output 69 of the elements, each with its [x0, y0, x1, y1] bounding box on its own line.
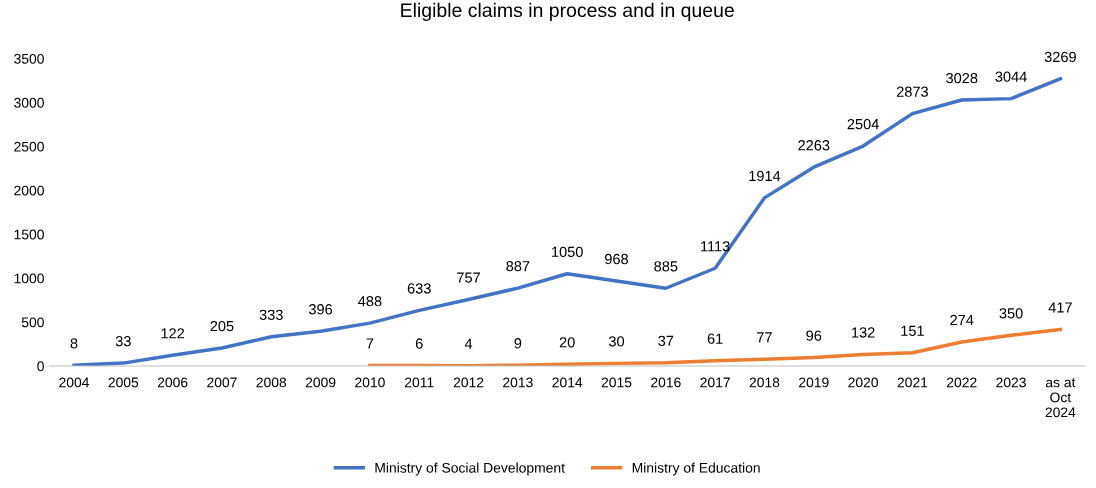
data-label: 2263 [798, 140, 830, 151]
data-label: 37 [658, 335, 674, 346]
x-tick-label: 2021 [897, 377, 928, 388]
y-tick-label: 2500 [14, 141, 44, 152]
data-label: 30 [608, 336, 625, 347]
data-label: 417 [1048, 302, 1072, 313]
x-tick-label: 2022 [946, 377, 977, 388]
x-tick-label: 2017 [700, 377, 730, 388]
x-tick-label: 2019 [799, 377, 829, 388]
y-tick-label: 2000 [14, 185, 44, 196]
data-label: 7 [366, 338, 374, 349]
x-tick-label: 2013 [503, 377, 533, 388]
y-tick-label: 500 [21, 317, 44, 328]
data-label: 2873 [896, 86, 928, 97]
data-label: 968 [605, 253, 629, 265]
x-tick-label: 2014 [552, 377, 583, 388]
y-tick-label: 1000 [14, 273, 44, 284]
data-label: 3044 [995, 71, 1027, 82]
y-tick-label: 1500 [14, 229, 44, 240]
legend-label: Ministry of Education [632, 462, 760, 476]
data-label: 2504 [847, 118, 879, 130]
y-tick-label: 3500 [14, 53, 44, 64]
data-label: 122 [161, 328, 185, 339]
data-label: 8 [70, 338, 78, 349]
x-tick-label: 2018 [749, 377, 780, 388]
data-label: 885 [654, 261, 678, 272]
data-label: 96 [806, 330, 822, 341]
y-tick-label: 3000 [14, 97, 44, 108]
legend-label: Ministry of Social Development [375, 462, 565, 476]
data-label: 61 [707, 333, 723, 344]
data-label: 633 [407, 283, 431, 294]
x-tick-label: 2011 [404, 377, 434, 388]
x-tick-label: 2012 [453, 377, 484, 388]
data-label: 132 [852, 327, 875, 338]
data-label: 4 [464, 338, 473, 349]
data-label: 350 [999, 308, 1023, 319]
data-label: 3269 [1044, 51, 1076, 63]
data-label: 6 [415, 338, 423, 349]
data-label: 1050 [552, 246, 583, 257]
data-label: 396 [308, 304, 333, 315]
data-label: 9 [514, 338, 522, 349]
x-tick-label: 2020 [848, 377, 879, 388]
data-label: 20 [559, 337, 575, 348]
data-label: 488 [358, 296, 382, 307]
x-tick-label: 2005 [108, 377, 139, 388]
data-label: 1914 [749, 170, 781, 182]
chart-title: Eligible claims in process and in queue [401, 2, 734, 21]
x-tick-label: 2006 [157, 377, 188, 388]
x-tick-label: 2010 [355, 377, 385, 388]
data-label: 757 [457, 272, 480, 283]
data-label: 3028 [946, 72, 978, 84]
data-label: 274 [950, 314, 974, 326]
x-tick-label: 2008 [256, 377, 287, 388]
x-tick-label: 2004 [59, 377, 90, 388]
x-tick-label: 2015 [601, 377, 632, 388]
data-label: 151 [901, 325, 924, 336]
x-tick-label: 2007 [207, 377, 237, 388]
data-label: 77 [757, 332, 772, 343]
data-label: 33 [115, 336, 131, 347]
x-tick-label: 2023 [996, 377, 1026, 388]
line-series [368, 327, 1063, 366]
data-label: 333 [259, 309, 283, 320]
x-tick-label: 2016 [651, 377, 681, 388]
data-label: 887 [506, 260, 530, 272]
x-tick-label: 2009 [305, 377, 336, 388]
data-label: 205 [210, 320, 234, 332]
y-tick-label: 0 [37, 361, 44, 372]
data-label: 1113 [701, 241, 730, 252]
x-tick-label: as at Oct 2024 [1045, 378, 1076, 418]
